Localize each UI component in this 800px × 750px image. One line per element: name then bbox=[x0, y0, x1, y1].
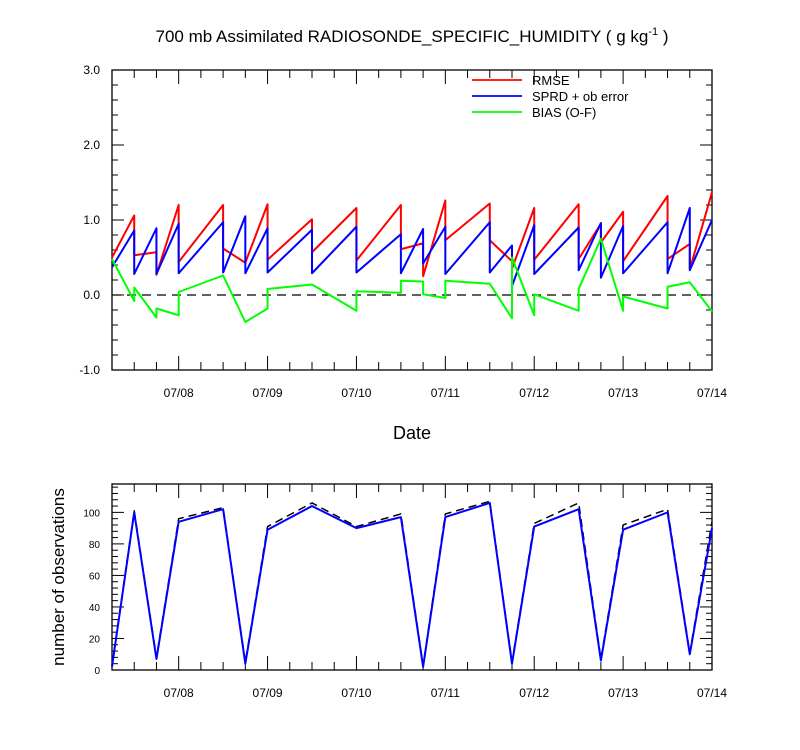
bottom-y-axis-label: number of observations bbox=[49, 488, 68, 666]
top-x-tick-label: 07/09 bbox=[253, 386, 283, 400]
bottom-x-tick-label: 07/08 bbox=[164, 686, 194, 700]
chart-title-exponent: -1 bbox=[648, 26, 658, 38]
bottom-x-tick-labels: 07/08 07/09 07/10 07/11 07/12 07/13 07/14 bbox=[164, 686, 728, 700]
bottom-y-tick-label: 100 bbox=[83, 508, 100, 519]
top-y-tick-label: 3.0 bbox=[83, 63, 100, 77]
bottom-y-tick-label: 80 bbox=[89, 540, 101, 551]
bottom-series-line-solid bbox=[111, 501, 713, 668]
top-x-tick-label: 07/11 bbox=[431, 386, 460, 400]
bottom-x-tick-label: 07/11 bbox=[431, 686, 460, 700]
bottom-y-tick-label: 0 bbox=[94, 666, 100, 677]
top-chart-panel: -1.00.01.02.03.0 07/08 07/09 07/10 07/11 07/… bbox=[79, 63, 727, 443]
top-series-group bbox=[111, 191, 713, 323]
top-y-tick-label: 0.0 bbox=[83, 288, 100, 302]
bottom-plot-frame bbox=[111, 483, 713, 671]
top-x-tick-label: 07/14 bbox=[697, 386, 727, 400]
top-series-line-bias-o-f bbox=[111, 237, 713, 323]
bottom-series-group bbox=[111, 500, 713, 668]
bottom-y-tick-label: 60 bbox=[89, 571, 101, 582]
bottom-y-tick-label: 40 bbox=[89, 603, 101, 614]
top-x-axis-label: Date bbox=[393, 423, 431, 443]
top-axis-ticks bbox=[111, 69, 713, 371]
bottom-x-tick-label: 07/10 bbox=[341, 686, 371, 700]
top-x-tick-label: 07/10 bbox=[341, 386, 371, 400]
bottom-x-tick-label: 07/12 bbox=[519, 686, 549, 700]
chart-title-main: 700 mb Assimilated RADIOSONDE_SPECIFIC_H… bbox=[156, 27, 649, 46]
top-series-line-rmse bbox=[111, 191, 713, 278]
top-plot-frame bbox=[111, 69, 713, 371]
top-y-tick-labels: -1.0 0.0 1.0 2.0 3.0 bbox=[79, 63, 100, 377]
top-y-tick-label: -1.0 bbox=[79, 363, 100, 377]
chart-title-end: ) bbox=[658, 27, 668, 46]
top-x-tick-labels: 07/08 07/09 07/10 07/11 07/12 07/13 07/14 bbox=[164, 386, 728, 400]
top-series-line-sprd-ob-error bbox=[111, 207, 713, 287]
top-x-tick-label: 07/13 bbox=[608, 386, 638, 400]
bottom-y-tick-label: 20 bbox=[89, 634, 101, 645]
top-x-tick-label: 07/12 bbox=[519, 386, 549, 400]
bottom-x-tick-label: 07/14 bbox=[697, 686, 727, 700]
bottom-axis-ticks bbox=[111, 484, 713, 671]
legend-label: BIAS (O-F) bbox=[532, 105, 596, 120]
bottom-series-line-dashed bbox=[111, 500, 713, 667]
chart-title: 700 mb Assimilated RADIOSONDE_SPECIFIC_H… bbox=[156, 26, 669, 46]
legend-label: RMSE bbox=[532, 73, 570, 88]
bottom-x-tick-label: 07/13 bbox=[608, 686, 638, 700]
top-y-tick-label: 2.0 bbox=[83, 138, 100, 152]
legend-label: SPRD + ob error bbox=[532, 89, 629, 104]
bottom-x-tick-label: 07/09 bbox=[253, 686, 283, 700]
top-y-tick-label: 1.0 bbox=[83, 213, 100, 227]
top-x-tick-label: 07/08 bbox=[164, 386, 194, 400]
bottom-y-tick-labels: 0 20 40 60 80 100 bbox=[83, 508, 100, 677]
